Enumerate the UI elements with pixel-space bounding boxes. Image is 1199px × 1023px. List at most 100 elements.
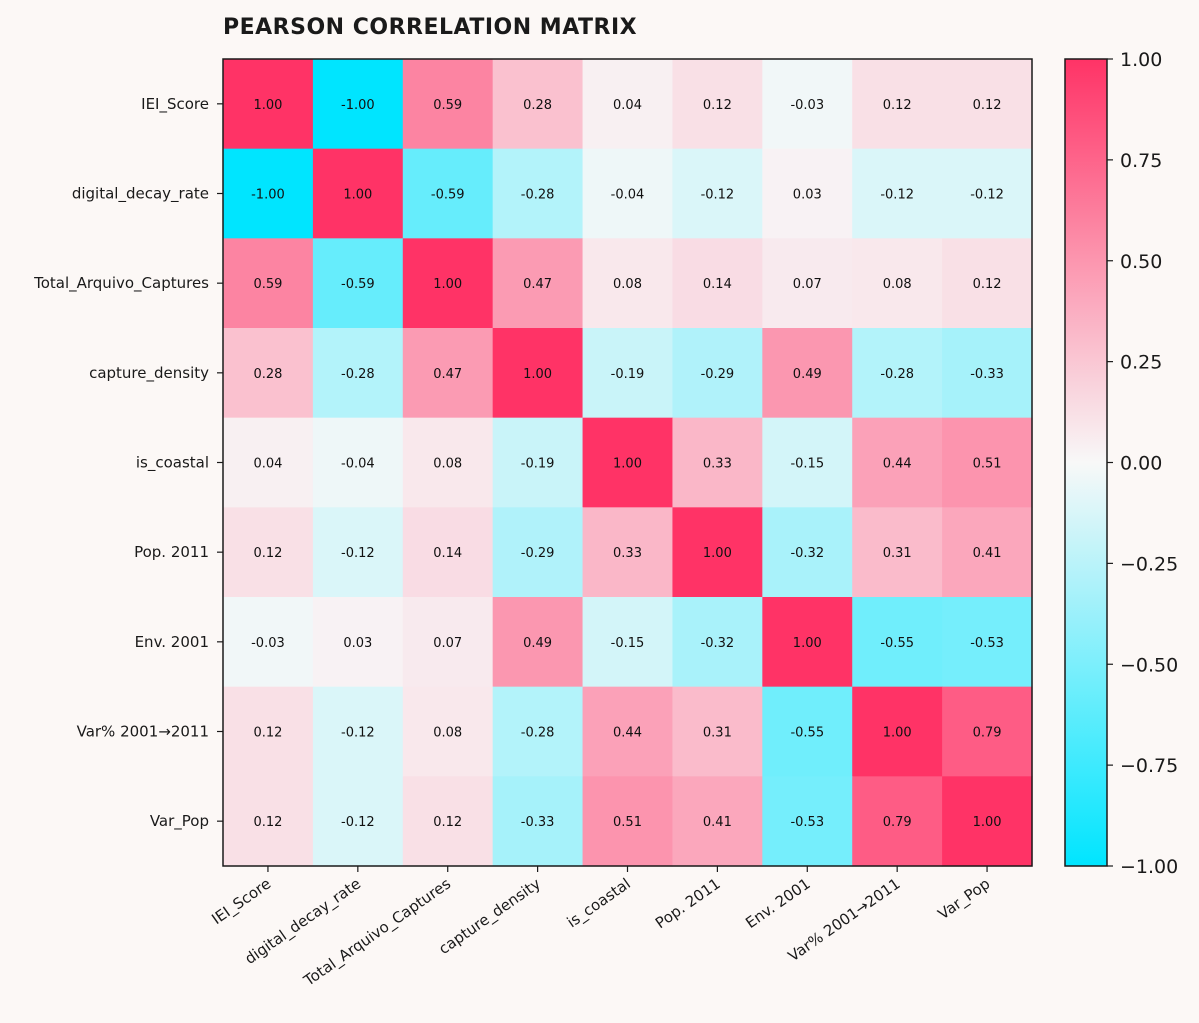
heatmap-cell bbox=[852, 59, 943, 150]
cell-value-label: 0.51 bbox=[613, 815, 642, 830]
heatmap-cell bbox=[942, 507, 1033, 598]
cell-value-label: 0.03 bbox=[793, 188, 822, 203]
cell-value-label: 0.49 bbox=[523, 636, 552, 651]
heatmap-cell bbox=[942, 776, 1033, 867]
cell-value-label: -0.28 bbox=[341, 367, 375, 382]
cell-value-label: -0.15 bbox=[611, 636, 645, 651]
cell-value-label: 0.04 bbox=[613, 98, 642, 113]
heatmap-cell bbox=[582, 507, 674, 598]
cell-value-label: 0.79 bbox=[883, 815, 912, 830]
heatmap-cell bbox=[762, 597, 853, 688]
cell-value-label: 0.08 bbox=[433, 726, 462, 741]
heatmap-cell bbox=[312, 686, 404, 777]
colorbar-tick-label: 1.00 bbox=[1120, 49, 1162, 71]
heatmap-cell bbox=[492, 328, 584, 419]
cell-value-label: -0.12 bbox=[701, 188, 735, 203]
y-tick-label: Env. 2001 bbox=[135, 633, 209, 651]
cell-value-label: 1.00 bbox=[433, 277, 462, 292]
heatmap-cell bbox=[672, 417, 763, 508]
heatmap-cell bbox=[492, 507, 584, 598]
y-tick-label: Total_Arquivo_Captures bbox=[33, 274, 209, 293]
heatmap-cell bbox=[312, 597, 404, 688]
heatmap-cell bbox=[223, 686, 314, 777]
heatmap-cell bbox=[672, 59, 763, 150]
cell-value-label: -0.04 bbox=[611, 188, 645, 203]
heatmap-cell bbox=[582, 776, 674, 867]
heatmap-cell bbox=[852, 597, 943, 688]
heatmap-cell bbox=[223, 507, 314, 598]
heatmap-cell bbox=[762, 417, 853, 508]
cell-value-label: -0.03 bbox=[251, 636, 285, 651]
heatmap-cell bbox=[852, 328, 943, 419]
heatmap-cell bbox=[852, 507, 943, 598]
heatmap-cell bbox=[582, 148, 674, 239]
cell-value-label: 0.28 bbox=[523, 98, 552, 113]
heatmap-cell bbox=[582, 59, 674, 150]
cell-value-label: 0.12 bbox=[973, 277, 1002, 292]
cell-value-label: 0.31 bbox=[703, 726, 732, 741]
cell-value-label: 0.12 bbox=[883, 98, 912, 113]
cell-value-label: -0.04 bbox=[341, 457, 375, 472]
heatmap-cell bbox=[852, 417, 943, 508]
cell-value-label: 0.12 bbox=[253, 815, 282, 830]
cell-value-label: 0.28 bbox=[253, 367, 282, 382]
heatmap-cell bbox=[312, 238, 404, 329]
heatmap-cell bbox=[672, 328, 763, 419]
cell-value-label: 0.59 bbox=[253, 277, 282, 292]
x-tick-label: is_coastal bbox=[564, 875, 635, 933]
heatmap-cell bbox=[402, 417, 494, 508]
heatmap-cell bbox=[402, 238, 494, 329]
heatmap-cell bbox=[582, 328, 674, 419]
cell-value-label: 0.44 bbox=[613, 726, 642, 741]
cell-value-label: 0.12 bbox=[433, 815, 462, 830]
cell-value-label: 0.33 bbox=[613, 546, 642, 561]
heatmap-cell bbox=[223, 597, 314, 688]
cell-value-label: 0.12 bbox=[973, 98, 1002, 113]
cell-value-label: -0.55 bbox=[790, 726, 824, 741]
heatmap-cell bbox=[402, 328, 494, 419]
heatmap-cell bbox=[312, 417, 404, 508]
x-tick-label: Var_Pop bbox=[935, 875, 994, 925]
cell-value-label: -1.00 bbox=[341, 98, 375, 113]
cell-value-label: -0.53 bbox=[970, 636, 1004, 651]
heatmap-cell bbox=[942, 238, 1033, 329]
heatmap-cell bbox=[762, 238, 853, 329]
heatmap-cell bbox=[852, 148, 943, 239]
heatmap-cell bbox=[402, 776, 494, 867]
heatmap-cell bbox=[402, 148, 494, 239]
y-tick-label: is_coastal bbox=[136, 454, 209, 473]
heatmap-cell bbox=[492, 148, 584, 239]
heatmap-cell bbox=[223, 148, 314, 239]
cell-value-label: 1.00 bbox=[613, 457, 642, 472]
cell-value-label: 0.59 bbox=[433, 98, 462, 113]
heatmap-cell bbox=[672, 238, 763, 329]
cell-value-label: -0.28 bbox=[521, 726, 555, 741]
heatmap-cell bbox=[942, 148, 1033, 239]
heatmap-cell bbox=[492, 59, 584, 150]
x-tick-label: Total_Arquivo_Captures bbox=[300, 874, 455, 991]
cell-value-label: 0.14 bbox=[703, 277, 732, 292]
cell-value-label: 0.08 bbox=[883, 277, 912, 292]
cell-value-label: 1.00 bbox=[793, 636, 822, 651]
cell-value-label: -0.59 bbox=[341, 277, 375, 292]
cell-value-label: -0.12 bbox=[341, 815, 375, 830]
cell-value-label: 0.41 bbox=[973, 546, 1002, 561]
heatmap-cell bbox=[942, 417, 1033, 508]
heatmap-cell bbox=[582, 417, 674, 508]
heatmap-cell bbox=[223, 417, 314, 508]
cell-value-label: -0.15 bbox=[790, 457, 824, 472]
heatmap-cell bbox=[402, 59, 494, 150]
colorbar-tick-label: 0.00 bbox=[1120, 453, 1162, 475]
heatmap-cell bbox=[492, 238, 584, 329]
y-tick-label: Var% 2001→2011 bbox=[77, 723, 209, 741]
cell-value-label: -0.32 bbox=[790, 546, 824, 561]
cell-value-label: -0.32 bbox=[701, 636, 735, 651]
heatmap-cell bbox=[852, 238, 943, 329]
heatmap-cell bbox=[223, 776, 314, 867]
heatmap-cell bbox=[762, 686, 853, 777]
heatmap-cell bbox=[762, 148, 853, 239]
cell-value-label: 0.49 bbox=[793, 367, 822, 382]
cell-value-label: -0.28 bbox=[521, 188, 555, 203]
heatmap-cell bbox=[852, 776, 943, 867]
